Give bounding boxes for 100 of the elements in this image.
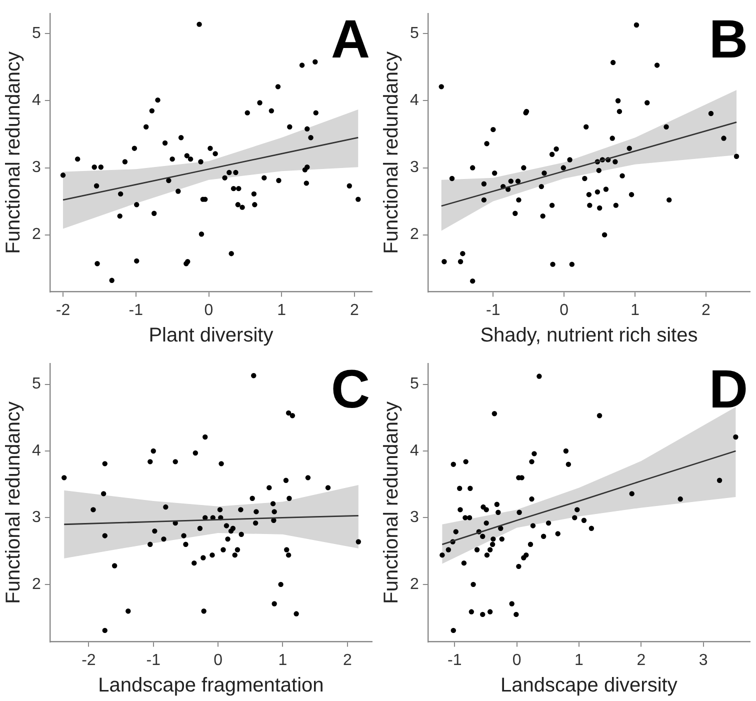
point	[508, 178, 514, 184]
point	[126, 608, 131, 614]
point	[563, 448, 569, 454]
point	[596, 413, 602, 418]
x-tick-label: 2	[342, 652, 352, 669]
point	[468, 486, 473, 491]
point	[184, 153, 190, 158]
point	[178, 135, 184, 140]
point	[240, 204, 245, 210]
point	[574, 507, 580, 512]
point	[550, 262, 556, 267]
point	[286, 552, 292, 558]
chart-title: A	[331, 9, 370, 70]
point	[529, 459, 534, 464]
point	[516, 197, 522, 203]
y-tick-label: 2	[32, 576, 41, 593]
point	[470, 582, 476, 588]
point	[498, 526, 504, 531]
point	[94, 183, 100, 188]
point	[305, 475, 311, 480]
point	[644, 100, 650, 106]
point	[102, 533, 108, 538]
point	[183, 542, 188, 547]
point	[286, 410, 292, 416]
point	[118, 191, 124, 197]
point	[484, 520, 489, 526]
point	[132, 146, 138, 151]
point	[596, 205, 602, 211]
x-tick-label: 2	[636, 652, 646, 669]
point	[228, 250, 234, 256]
point	[272, 601, 277, 606]
point	[161, 536, 166, 542]
point	[474, 547, 480, 552]
point	[588, 526, 594, 531]
point	[446, 547, 452, 552]
point	[201, 608, 206, 614]
x-tick-label: 2	[350, 302, 360, 319]
point	[492, 170, 498, 176]
point	[150, 448, 156, 454]
point	[356, 539, 362, 544]
point	[286, 496, 292, 501]
point	[438, 84, 444, 90]
point	[528, 542, 534, 547]
point	[172, 459, 178, 464]
point	[610, 60, 616, 66]
point	[496, 510, 501, 515]
point	[603, 186, 609, 192]
point	[716, 478, 722, 483]
chart-title: B	[709, 9, 748, 70]
point	[236, 186, 242, 192]
y-tick-label: 4	[410, 92, 419, 110]
point	[270, 501, 276, 506]
point	[252, 202, 258, 208]
point	[283, 478, 289, 483]
point	[458, 507, 463, 512]
point	[155, 97, 160, 103]
point	[540, 534, 546, 539]
y-axis-title: Functional redundancy	[380, 402, 403, 604]
point	[584, 124, 589, 130]
point	[210, 552, 215, 558]
point	[162, 140, 168, 146]
point	[217, 507, 223, 512]
point	[626, 146, 632, 151]
point	[148, 459, 153, 464]
point	[109, 278, 114, 284]
point	[567, 157, 572, 162]
point	[200, 555, 206, 560]
point	[356, 196, 361, 202]
x-tick-label: -1	[448, 652, 462, 669]
point	[481, 197, 487, 203]
point	[613, 202, 619, 208]
point	[233, 170, 238, 176]
y-tick-label: 3	[410, 159, 419, 176]
point	[524, 552, 529, 558]
point	[192, 560, 197, 566]
point	[262, 175, 267, 180]
point	[225, 536, 230, 542]
point	[230, 186, 236, 192]
point	[94, 261, 100, 266]
point	[226, 170, 232, 176]
point	[192, 450, 198, 456]
chart-title: C	[331, 359, 370, 420]
point	[494, 502, 500, 507]
x-tick-label: -2	[82, 652, 96, 669]
x-tick-label: 1	[574, 652, 584, 669]
point	[538, 184, 544, 190]
y-axis-title: Functional redundancy	[2, 52, 25, 254]
point	[313, 110, 318, 116]
point	[466, 515, 472, 520]
point	[536, 374, 542, 379]
point	[100, 491, 106, 496]
point	[148, 542, 153, 547]
point	[470, 278, 476, 284]
y-tick-label: 4	[32, 442, 41, 460]
point	[197, 526, 203, 531]
point	[60, 172, 66, 178]
y-tick-label: 5	[32, 376, 41, 393]
point	[294, 611, 299, 616]
point	[272, 509, 277, 514]
point	[198, 232, 204, 237]
